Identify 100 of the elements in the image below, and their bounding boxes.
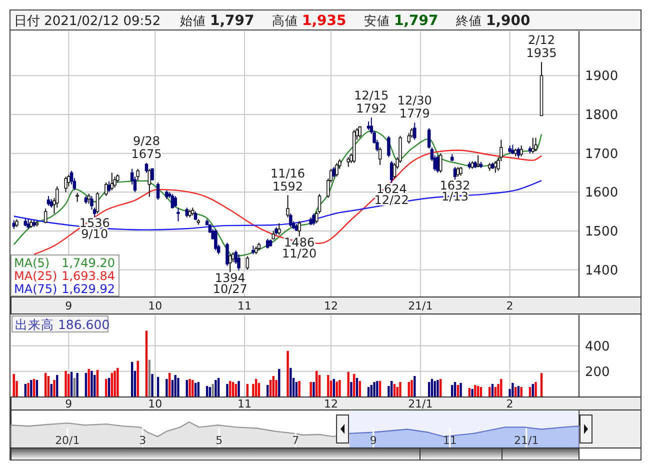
bar xyxy=(131,362,134,397)
candlestick xyxy=(96,192,100,214)
annotation: 2/12 1935 xyxy=(526,33,557,60)
chart-title: 出来高 186.600 xyxy=(15,317,110,332)
y-tick-label: 200 xyxy=(585,364,610,380)
candlestick xyxy=(150,168,154,182)
candlestick xyxy=(346,156,350,168)
bar xyxy=(94,374,96,397)
bar xyxy=(186,380,188,397)
text: MA(25) 1,693.84 xyxy=(14,269,115,283)
bar xyxy=(166,378,168,397)
bar xyxy=(44,372,47,397)
bar xyxy=(53,380,56,397)
bar xyxy=(214,380,217,397)
bar xyxy=(356,378,358,397)
candlestick xyxy=(64,176,68,193)
y-tick-label: 1700 xyxy=(585,146,618,162)
candlestick xyxy=(90,196,94,210)
bar xyxy=(254,378,258,397)
bar xyxy=(332,378,336,397)
candlestick xyxy=(107,180,111,193)
text: 終値 1,900 xyxy=(455,13,531,29)
bar xyxy=(174,374,176,397)
candlestick xyxy=(413,122,416,140)
candlestick xyxy=(427,128,431,150)
x-tick-label: 21/1 xyxy=(408,300,433,312)
bar xyxy=(338,380,341,397)
candlestick xyxy=(246,256,250,270)
bar xyxy=(218,378,220,397)
candlestick xyxy=(156,182,160,200)
bar xyxy=(110,372,113,397)
x-tick-label: 12 xyxy=(324,398,338,410)
text: 安値 1,797 xyxy=(364,13,438,29)
bar xyxy=(116,368,119,397)
bar xyxy=(56,374,58,397)
bar xyxy=(177,378,180,397)
bar xyxy=(318,374,321,397)
bar xyxy=(290,368,292,397)
annotation: 11/16 1592 xyxy=(270,166,306,194)
text: MA(75) 1,629.92 xyxy=(14,282,115,296)
x-tick-label: 9 xyxy=(65,398,72,410)
candlestick xyxy=(104,182,108,197)
candlestick xyxy=(174,196,177,208)
x-tick-label: 11 xyxy=(238,300,252,312)
bar xyxy=(460,382,462,397)
candlestick xyxy=(436,154,440,174)
bar xyxy=(84,372,88,397)
annotation: 9/28 1675 xyxy=(131,134,162,162)
candlestick xyxy=(136,168,140,182)
bar xyxy=(212,384,214,397)
bar xyxy=(226,384,228,397)
bar xyxy=(512,382,514,397)
bar xyxy=(350,382,352,397)
candlestick xyxy=(531,137,534,154)
bar xyxy=(96,370,99,397)
bar xyxy=(70,372,73,397)
bar xyxy=(336,382,338,397)
candlestick xyxy=(298,220,301,237)
text: 始値 1,797 xyxy=(180,13,254,29)
bar xyxy=(108,378,110,397)
bar xyxy=(440,378,442,397)
bar xyxy=(114,370,116,397)
candlestick xyxy=(390,160,394,184)
bar xyxy=(347,372,350,397)
bar xyxy=(298,380,300,397)
bar xyxy=(540,373,543,397)
x-tick-label: 9 xyxy=(65,300,72,312)
annotation: 12/30 1779 xyxy=(397,94,432,121)
bar xyxy=(430,378,434,397)
bar xyxy=(373,382,376,397)
y-tick-label: 1900 xyxy=(585,69,618,84)
bar xyxy=(312,382,315,397)
x-tick-label: 2 xyxy=(506,300,514,312)
bar xyxy=(90,370,93,397)
bar xyxy=(410,380,413,397)
bar xyxy=(471,388,474,397)
chart-title: 日付 2021/02/12 09:52 xyxy=(14,14,161,29)
bar xyxy=(534,382,537,397)
y-tick-label: 1500 xyxy=(585,224,618,240)
candlestick xyxy=(312,213,316,226)
bar xyxy=(238,380,240,397)
candlestick xyxy=(87,193,90,204)
candlestick xyxy=(286,194,290,218)
bar xyxy=(12,374,15,397)
candlestick xyxy=(228,254,232,273)
bar xyxy=(188,378,191,397)
bar xyxy=(151,374,154,397)
x-tick-label: 3 xyxy=(139,434,146,447)
bar xyxy=(88,368,90,397)
candlestick xyxy=(438,152,442,174)
annotation: 12/15 1792 xyxy=(354,88,389,116)
candlestick xyxy=(387,135,390,158)
bar xyxy=(105,378,108,397)
bar xyxy=(286,350,289,397)
candlestick xyxy=(44,208,48,224)
candlestick xyxy=(113,176,116,188)
bar xyxy=(500,378,502,397)
candlestick xyxy=(110,172,114,191)
bar xyxy=(192,380,194,397)
x-tick-label: 21/1 xyxy=(408,398,433,410)
